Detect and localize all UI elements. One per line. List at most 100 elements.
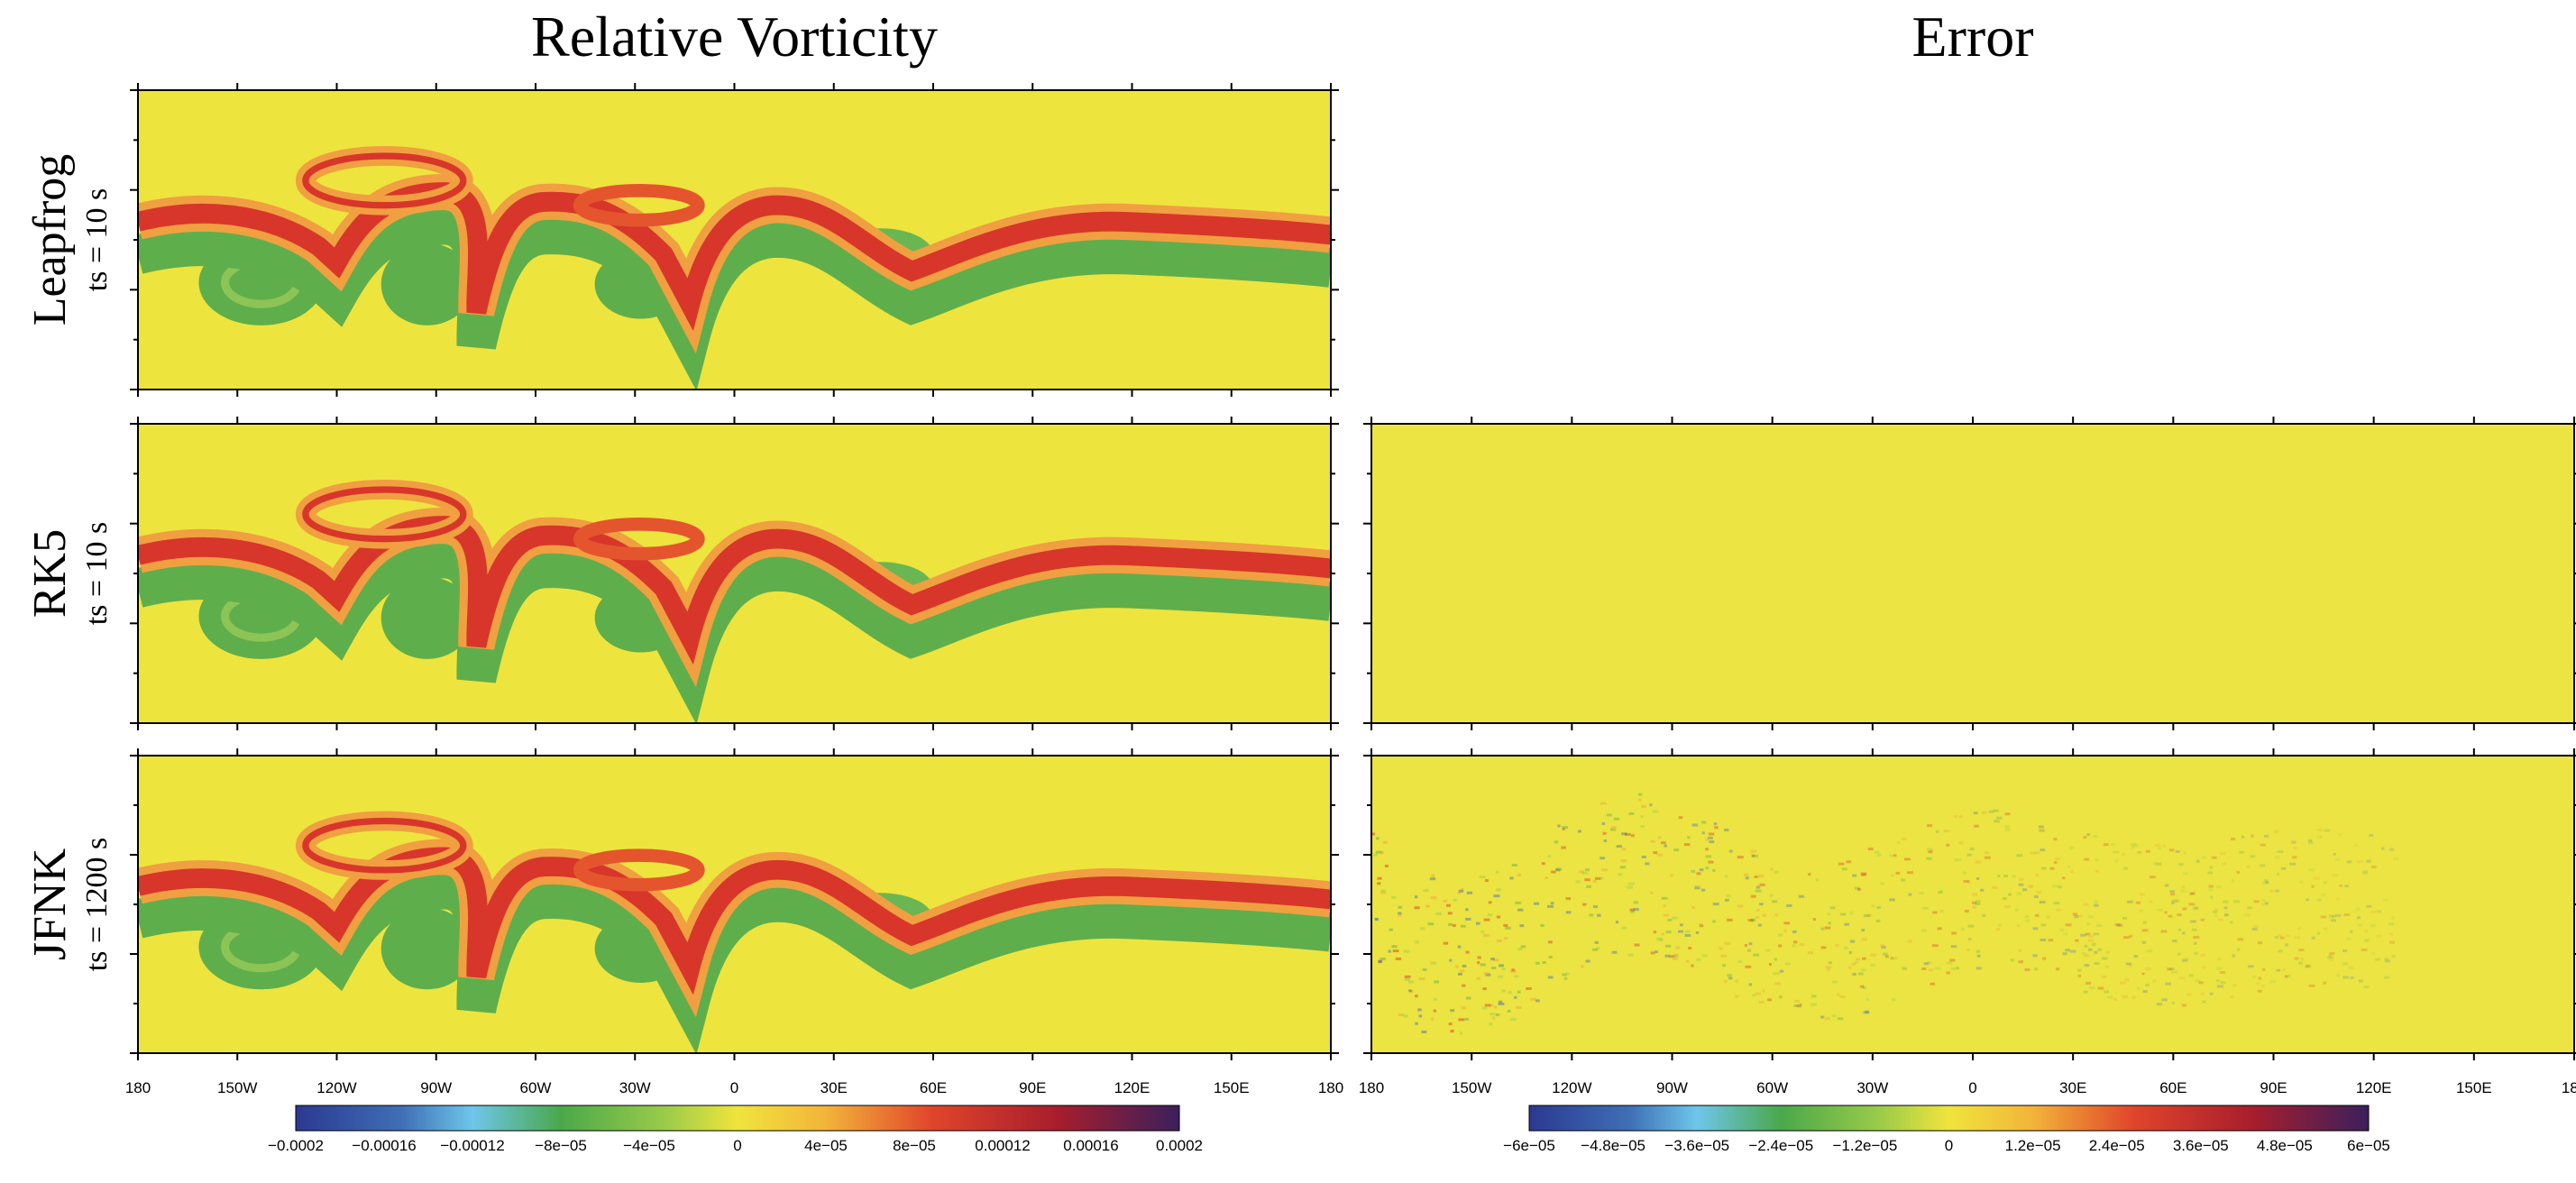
noise-dot bbox=[2158, 847, 2161, 850]
x-tick-label: 60E bbox=[2159, 1079, 2186, 1096]
noise-dot bbox=[1699, 868, 1704, 872]
noise-dot bbox=[2039, 900, 2046, 903]
noise-dot bbox=[2025, 915, 2030, 919]
noise-dot bbox=[2080, 933, 2086, 937]
noise-dot bbox=[1581, 903, 1587, 906]
noise-dot bbox=[1860, 872, 1867, 876]
noise-dot bbox=[2250, 855, 2255, 858]
noise-dot bbox=[2377, 910, 2382, 913]
noise-dot bbox=[2329, 914, 2334, 918]
noise-dot bbox=[1854, 961, 1859, 965]
noise-dot bbox=[1585, 959, 1591, 963]
noise-dot bbox=[2142, 990, 2148, 994]
noise-dot bbox=[2054, 861, 2058, 865]
noise-dot bbox=[1542, 961, 1546, 965]
noise-dot bbox=[2215, 967, 2223, 970]
noise-dot bbox=[2285, 943, 2288, 947]
noise-dot bbox=[1540, 923, 1545, 927]
noise-dot bbox=[2084, 857, 2089, 861]
noise-dot bbox=[1820, 946, 1827, 949]
noise-dot bbox=[2257, 989, 2262, 993]
noise-dot bbox=[2161, 998, 2168, 1002]
noise-dot bbox=[2208, 885, 2214, 888]
noise-dot bbox=[1876, 853, 1882, 857]
noise-dot bbox=[2342, 976, 2349, 979]
noise-dot bbox=[1820, 1015, 1825, 1019]
noise-dot bbox=[1398, 913, 1402, 917]
noise-dot bbox=[1503, 923, 1508, 927]
noise-dot bbox=[2055, 967, 2060, 971]
noise-dot bbox=[2258, 941, 2263, 945]
noise-dot bbox=[1415, 995, 1418, 998]
noise-dot bbox=[1881, 946, 1886, 949]
noise-dot bbox=[1745, 876, 1749, 880]
noise-dot bbox=[1480, 963, 1486, 967]
noise-dot bbox=[1737, 960, 1743, 964]
noise-dot bbox=[2028, 885, 2033, 888]
noise-dot bbox=[2230, 921, 2233, 924]
noise-dot bbox=[2232, 954, 2235, 958]
noise-dot bbox=[2116, 923, 2123, 927]
noise-dot bbox=[1794, 999, 1800, 1003]
noise-dot bbox=[1561, 846, 1566, 849]
noise-dot bbox=[1384, 864, 1389, 867]
noise-dot bbox=[2132, 844, 2139, 848]
colorbar-label: 2.4e−05 bbox=[2089, 1137, 2145, 1154]
noise-dot bbox=[1691, 964, 1694, 967]
noise-dot bbox=[1510, 969, 1517, 973]
noise-dot bbox=[1748, 942, 1753, 946]
noise-dot bbox=[1993, 809, 1999, 812]
noise-dot bbox=[1875, 919, 1881, 922]
noise-dot bbox=[1628, 812, 1635, 815]
noise-dot bbox=[1946, 971, 1950, 975]
noise-dot bbox=[1871, 904, 1875, 908]
noise-dot bbox=[2189, 920, 2196, 923]
noise-dot bbox=[1757, 875, 1765, 878]
noise-dot bbox=[1708, 860, 1714, 864]
error-field bbox=[1371, 756, 2574, 1053]
noise-dot bbox=[2217, 958, 2222, 961]
noise-dot bbox=[1935, 830, 1939, 833]
noise-dot bbox=[1514, 975, 1519, 978]
noise-dot bbox=[1938, 891, 1943, 894]
noise-dot bbox=[2077, 914, 2083, 918]
noise-dot bbox=[1705, 848, 1709, 851]
noise-dot bbox=[1509, 876, 1514, 880]
noise-dot bbox=[1380, 851, 1384, 855]
error-field bbox=[1371, 424, 2574, 723]
noise-dot bbox=[2334, 857, 2341, 861]
noise-dot bbox=[1426, 904, 1430, 908]
noise-dot bbox=[2280, 867, 2287, 870]
noise-dot bbox=[1641, 805, 1646, 809]
noise-dot bbox=[1774, 958, 1777, 961]
noise-dot bbox=[2035, 873, 2040, 876]
noise-dot bbox=[1498, 1000, 1503, 1004]
noise-dot bbox=[2305, 965, 2310, 968]
noise-dot bbox=[2223, 862, 2227, 866]
noise-dot bbox=[1927, 961, 1931, 965]
noise-dot bbox=[2181, 958, 2188, 962]
noise-dot bbox=[1515, 901, 1522, 904]
noise-dot bbox=[2007, 893, 2012, 896]
noise-dot bbox=[2200, 918, 2205, 922]
noise-dot bbox=[2230, 995, 2234, 998]
noise-dot bbox=[2344, 885, 2349, 888]
noise-dot bbox=[1994, 820, 2000, 823]
noise-dot bbox=[1701, 821, 1707, 824]
noise-dot bbox=[2058, 885, 2062, 889]
noise-dot bbox=[1808, 873, 1811, 876]
noise-dot bbox=[1584, 868, 1590, 872]
noise-dot bbox=[2156, 1003, 2163, 1006]
noise-dot bbox=[1655, 937, 1663, 940]
colorbar-label: −3.6e−05 bbox=[1664, 1137, 1729, 1154]
noise-dot bbox=[1839, 912, 1847, 916]
noise-dot bbox=[2178, 928, 2182, 931]
noise-dot bbox=[2369, 833, 2374, 837]
noise-dot bbox=[1897, 840, 1901, 844]
noise-dot bbox=[1746, 949, 1752, 952]
noise-dot bbox=[2355, 907, 2361, 911]
noise-dot bbox=[2388, 922, 2395, 926]
noise-dot bbox=[1557, 824, 1561, 828]
noise-dot bbox=[1517, 908, 1524, 912]
